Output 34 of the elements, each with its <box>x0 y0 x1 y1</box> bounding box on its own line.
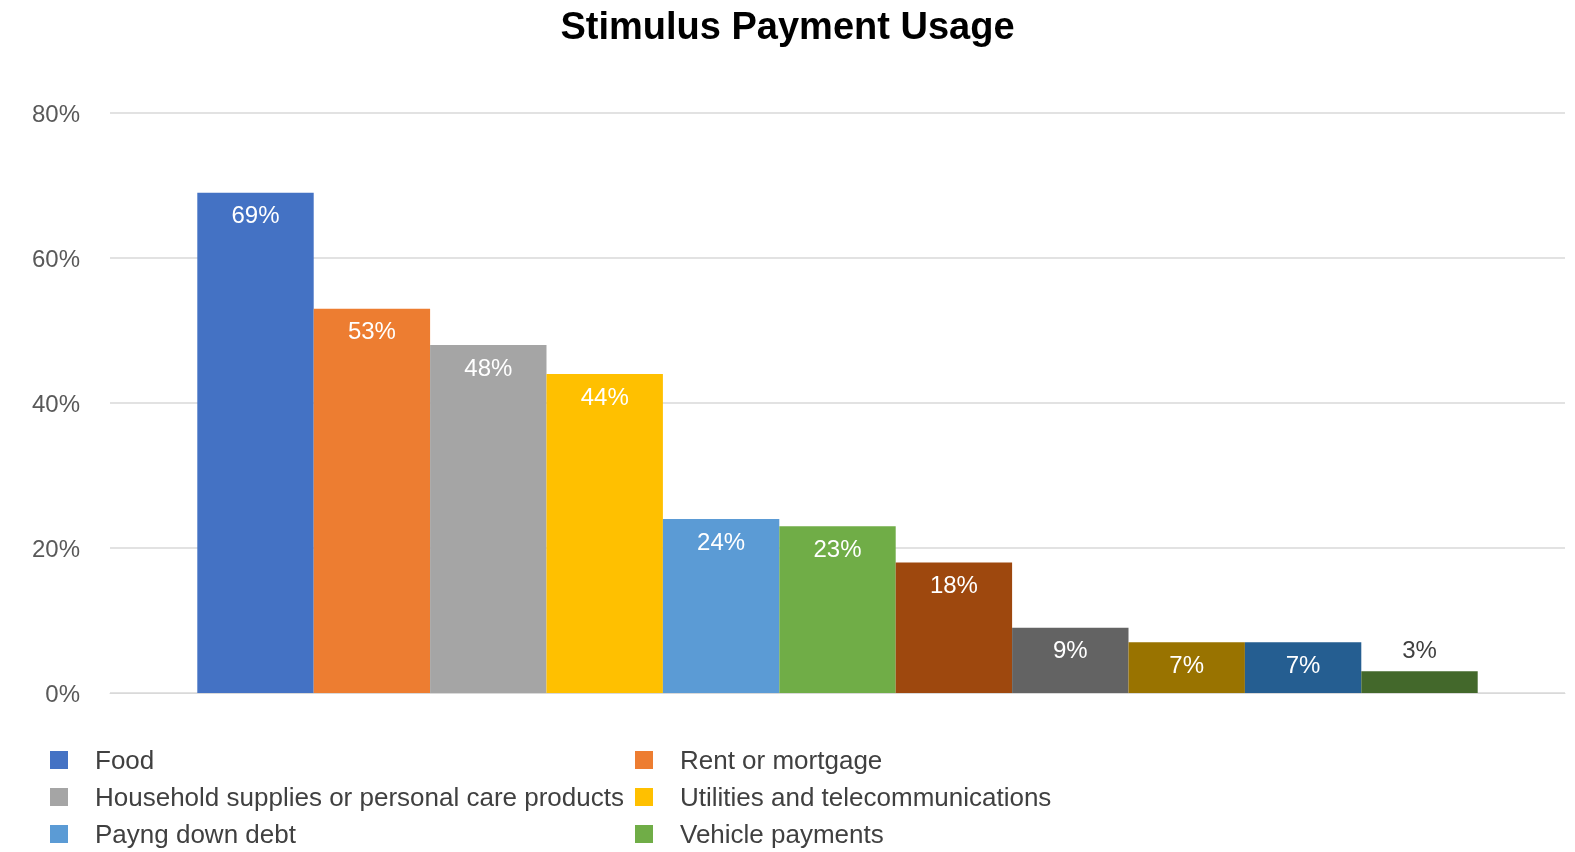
y-tick-label: 60% <box>31 244 80 272</box>
legend-label: Payng down debt <box>95 819 297 849</box>
data-label: 3% <box>1402 635 1437 663</box>
bar <box>1128 642 1245 693</box>
bar <box>1012 627 1129 693</box>
bar <box>197 192 314 693</box>
bar <box>779 526 896 693</box>
chart-title: Stimulus Payment Usage <box>560 5 1015 47</box>
data-label: 44% <box>580 382 629 410</box>
legend-label: Vehicle payments <box>679 819 884 849</box>
bar <box>313 308 431 693</box>
data-label: 18% <box>929 571 978 598</box>
data-label: 7% <box>1169 650 1205 678</box>
bar <box>895 562 1013 693</box>
legend-label: Rent or mortgage <box>679 745 883 775</box>
data-label: 9% <box>1052 636 1088 664</box>
data-label: 48% <box>464 353 513 381</box>
bar <box>430 345 547 693</box>
y-tick-label: 0% <box>45 679 80 707</box>
bar <box>662 519 780 693</box>
data-label: 53% <box>347 317 396 345</box>
legend-label: Utilities and telecommunications <box>679 782 1052 812</box>
data-label: 7% <box>1285 650 1321 678</box>
bar <box>1244 642 1362 693</box>
y-tick-label: 20% <box>31 534 80 562</box>
legend-label: Household supplies or personal care products <box>95 782 624 812</box>
y-tick-label: 80% <box>31 99 80 127</box>
data-label: 69% <box>231 201 280 229</box>
bar <box>546 374 663 693</box>
data-label: 24% <box>697 527 746 555</box>
legend-label: Food <box>95 745 155 775</box>
bar <box>1361 671 1478 693</box>
y-tick-label: 40% <box>31 389 80 417</box>
data-label: 23% <box>813 534 862 562</box>
